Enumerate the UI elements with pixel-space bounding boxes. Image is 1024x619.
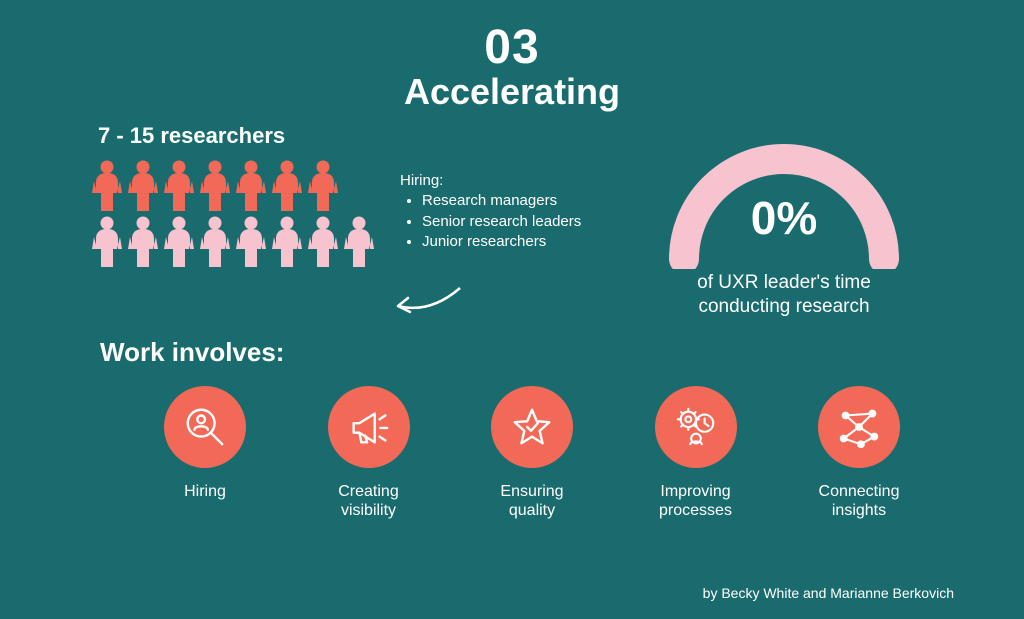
person-icon [162, 159, 196, 213]
person-icon [306, 215, 340, 269]
person-icon [198, 215, 232, 269]
person-icon [234, 215, 268, 269]
gear-clock-icon [655, 386, 737, 468]
hiring-list-item: Research managers [422, 191, 581, 211]
work-item-label: Connectinginsights [784, 482, 934, 520]
hiring-list-item: Junior researchers [422, 232, 581, 252]
search-person-icon [164, 386, 246, 468]
work-item-creating-visibility: Creatingvisibility [294, 386, 444, 520]
arrow-icon [390, 284, 470, 324]
work-item-label: Hiring [130, 482, 280, 501]
person-icon [270, 215, 304, 269]
gauge-chart: 0% [654, 129, 914, 269]
people-icons [90, 159, 376, 269]
hiring-block: Hiring: Research managersSenior research… [400, 159, 581, 252]
network-icon [818, 386, 900, 468]
work-item-label: Improvingprocesses [621, 482, 771, 520]
byline: by Becky White and Marianne Berkovich [703, 585, 954, 601]
hiring-list-item: Senior research leaders [422, 212, 581, 232]
researchers-count-label: 7 - 15 researchers [98, 123, 604, 149]
person-icon [342, 215, 376, 269]
person-icon [234, 159, 268, 213]
work-item-label: Ensuringquality [457, 482, 607, 520]
person-icon [126, 159, 160, 213]
hiring-title: Hiring: [400, 171, 581, 191]
person-icon [270, 159, 304, 213]
work-item-label: Creatingvisibility [294, 482, 444, 520]
person-icon [162, 215, 196, 269]
person-icon [306, 159, 340, 213]
stage-number: 03 [0, 20, 1024, 75]
person-icon [198, 159, 232, 213]
person-icon [90, 159, 124, 213]
megaphone-icon [328, 386, 410, 468]
work-item-connecting-insights: Connectinginsights [784, 386, 934, 520]
gauge-caption: of UXR leader's time conducting research [604, 271, 964, 319]
work-item-hiring: Hiring [130, 386, 280, 520]
stage-title: Accelerating [0, 71, 1024, 113]
work-item-improving-processes: Improvingprocesses [621, 386, 771, 520]
person-icon [126, 215, 160, 269]
work-involves-title: Work involves: [100, 337, 964, 368]
gauge-percent: 0% [654, 191, 914, 245]
star-check-icon [491, 386, 573, 468]
work-item-ensuring-quality: Ensuringquality [457, 386, 607, 520]
person-icon [90, 215, 124, 269]
